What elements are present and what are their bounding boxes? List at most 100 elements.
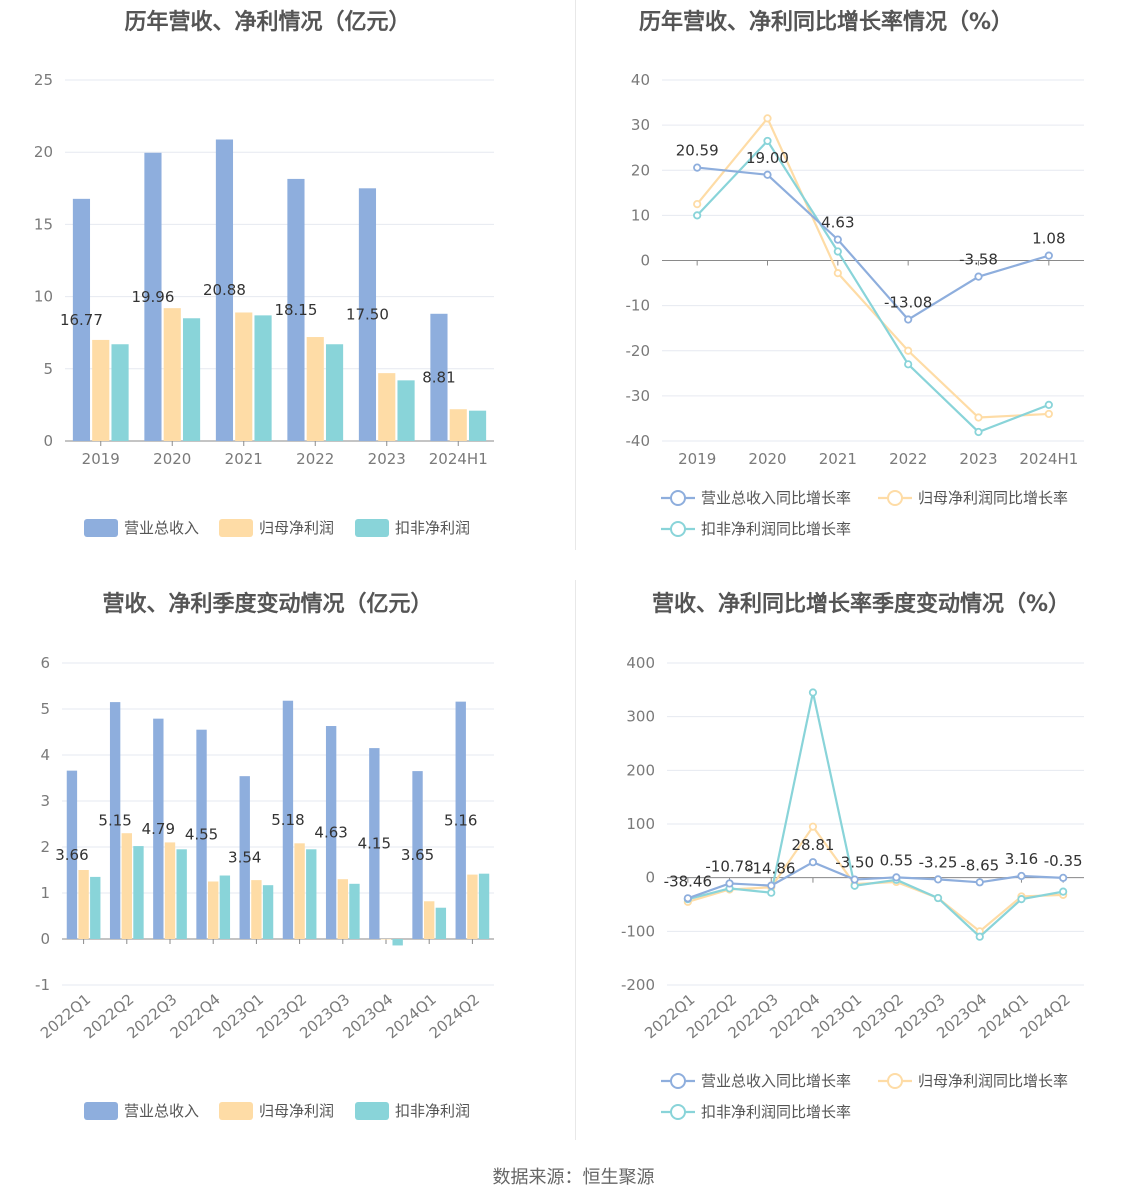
annual-growth-chart: -40 -30 -20 -10 0 10 20 30 40 2019 2020 2021 2022 202…: [626, 71, 1084, 538]
legend-item: 营业总收入同比增长率: [661, 1072, 851, 1090]
bar: [287, 178, 305, 441]
legend-item: 归母净利润同比增长率: [878, 1072, 1068, 1090]
y-tick-label: 25: [34, 71, 53, 89]
y-tick-label: 200: [626, 761, 655, 779]
legend-label: 营业总收入同比增长率: [701, 1072, 851, 1090]
legend-marker: [887, 1073, 903, 1089]
legend-item: 扣非净利润同比增长率: [661, 1103, 851, 1121]
series-line: [697, 166, 1050, 321]
legend-swatch: [219, 519, 253, 537]
x-tick-label: 2024H1: [1019, 450, 1078, 468]
data-label: 3.65: [401, 846, 434, 864]
series-line: [687, 692, 1064, 939]
legend-swatch: [84, 1102, 118, 1120]
y-tick-label: 1: [40, 884, 50, 902]
y-tick-label: 0: [43, 432, 53, 450]
bar: [254, 315, 272, 441]
data-label: 20.59: [676, 142, 719, 160]
legend-label: 扣非净利润: [395, 519, 470, 537]
bar: [176, 849, 187, 939]
bar: [294, 843, 305, 939]
bar: [392, 939, 403, 946]
series-line: [696, 139, 1050, 434]
quarterly-growth-panel: 营收、净利同比增长率季度变动情况（%） -200 -100 0 100 200 300 40…: [575, 580, 1147, 1150]
legend-marker: [670, 1073, 686, 1089]
legend-swatch: [84, 519, 118, 537]
bar: [325, 344, 344, 441]
bar: [153, 718, 164, 939]
data-label: 4.79: [142, 820, 175, 838]
data-point: [850, 875, 859, 884]
data-point: [1017, 895, 1026, 904]
quarterly-growth-chart: -200-10001002003004002022Q12022Q22022Q32…: [621, 654, 1084, 1121]
quarterly-amount-panel: 营收、净利季度变动情况（亿元） -1 0 1 2 3 4 5 6 2022Q1 2022Q2 202…: [0, 580, 575, 1150]
annual-growth-panel: 历年营收、净利同比增长率情况（%） -40 -30 -20 -10 0 10 20 30 40 2…: [575, 0, 1147, 560]
y-tick-label: 100: [626, 815, 655, 833]
legend-label: 归母净利润同比增长率: [918, 1072, 1068, 1090]
legend-marker: [887, 490, 903, 506]
legend-item: 扣非净利润: [355, 1102, 470, 1120]
data-label: 4.55: [185, 825, 218, 843]
legend-label: 归母净利润: [259, 519, 334, 537]
bar: [380, 939, 392, 940]
data-label: 16.77: [60, 311, 103, 329]
legend-item: 营业总收入: [84, 519, 199, 537]
data-label: 4.15: [358, 835, 391, 853]
y-tick-label: -10: [626, 297, 651, 315]
data-label: 18.15: [274, 301, 317, 319]
annual-amount-chart: 0 5 10 15 20 25 2019 2020 2021 2022 2023 2024H1 16.7…: [34, 71, 494, 537]
legend-label: 营业总收入: [124, 1102, 199, 1120]
legend-item: 扣非净利润同比增长率: [661, 520, 851, 538]
y-tick-label: -40: [626, 432, 651, 450]
data-label: 17.50: [346, 306, 389, 324]
legend-item: 扣非净利润: [355, 519, 470, 537]
bar: [468, 410, 487, 441]
series-line: [696, 116, 1049, 419]
y-tick-label: -30: [626, 387, 651, 405]
series-line: [687, 860, 1064, 900]
bar: [358, 188, 377, 441]
y-tick-label: 20: [631, 161, 650, 179]
data-point: [1044, 251, 1053, 260]
data-point: [808, 858, 818, 867]
bar: [306, 337, 324, 441]
y-tick-label: 2: [40, 838, 50, 856]
data-label: -3.58: [959, 251, 998, 269]
data-point: [683, 894, 692, 903]
data-point: [693, 211, 702, 220]
legend-marker: [670, 490, 686, 506]
bar: [435, 907, 447, 939]
data-point: [892, 873, 901, 882]
x-tick-label: 2023: [959, 450, 997, 468]
bar: [164, 842, 176, 939]
legend-swatch: [355, 1102, 389, 1120]
data-point: [1059, 873, 1068, 882]
data-label: 3.54: [228, 849, 261, 867]
y-tick-label: 20: [34, 143, 53, 161]
data-source: 数据来源：恒生聚源: [492, 1167, 655, 1188]
bar: [235, 312, 253, 441]
x-tick-label: 2020: [153, 450, 191, 468]
bar: [121, 833, 132, 939]
bar: [133, 846, 144, 939]
y-tick-label: -1: [35, 976, 50, 994]
y-tick-label: -20: [626, 342, 651, 360]
data-label: 20.88: [203, 281, 246, 299]
data-point: [767, 881, 776, 890]
bar: [144, 152, 162, 442]
legend-item: 归母净利润: [219, 1102, 334, 1120]
data-point: [725, 879, 734, 888]
data-point: [904, 360, 913, 369]
y-tick-label: 5: [43, 360, 53, 378]
quarterly-amount-chart: -101234562022Q12022Q22022Q32022Q42023Q12…: [35, 654, 494, 1120]
data-label: 5.16: [444, 811, 477, 829]
data-label: 19.00: [746, 149, 789, 167]
data-point: [974, 272, 983, 281]
bar: [215, 139, 234, 441]
bar: [397, 380, 415, 441]
bar: [92, 339, 110, 441]
data-label: 3.66: [55, 846, 88, 864]
y-tick-label: 10: [631, 206, 650, 224]
data-point: [1059, 887, 1068, 896]
legend-label: 营业总收入: [124, 519, 199, 537]
